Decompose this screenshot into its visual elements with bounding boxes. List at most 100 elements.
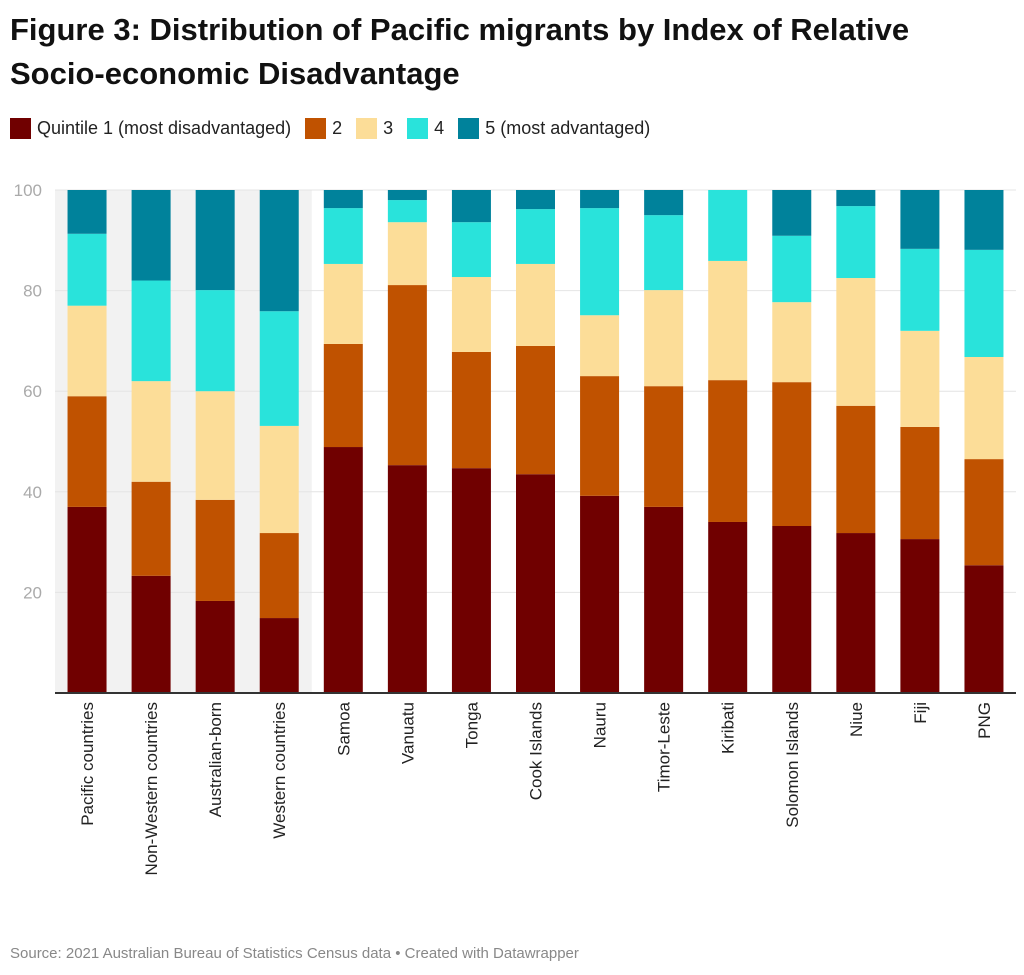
bar-segment: [387, 190, 427, 201]
x-tick-label: Pacific countries: [78, 702, 97, 826]
legend-swatch: [458, 118, 480, 139]
legend: Quintile 1 (most disadvantaged) 2 3 4 5 (mos…: [10, 118, 650, 139]
bar-segment: [836, 206, 876, 279]
bar-segment: [708, 521, 748, 693]
bar-segment: [644, 506, 684, 693]
x-tick-label: Kiribati: [719, 702, 738, 754]
x-tick-label: Nauru: [591, 702, 610, 748]
legend-swatch: [356, 118, 378, 139]
legend-label: 3: [383, 118, 394, 138]
bar-segment: [131, 575, 171, 693]
bar-segment: [451, 277, 491, 352]
bar-segment: [836, 190, 876, 207]
legend-label: Quintile 1 (most disadvantaged): [37, 118, 292, 138]
bar-segment: [451, 190, 491, 223]
bar-segment: [900, 426, 940, 540]
x-tick-label: Solomon Islands: [783, 702, 802, 828]
bar-segment: [387, 200, 427, 223]
bar-segment: [580, 190, 620, 209]
x-tick-label: Niue: [847, 702, 866, 737]
bar-segment: [451, 351, 491, 469]
bar-segment: [836, 278, 876, 406]
x-tick-label: Fiji: [911, 702, 930, 724]
bar-segment: [964, 249, 1004, 357]
x-tick-label: Australian-born: [206, 702, 225, 817]
bar-segment: [195, 499, 235, 601]
bar-segment: [708, 380, 748, 522]
bar-segment: [67, 396, 107, 507]
bar-segment: [67, 305, 107, 397]
bar-segment: [772, 235, 812, 303]
bar-segment: [580, 376, 620, 496]
legend-item: 5 (most advantaged): [458, 118, 650, 139]
bar-segment: [323, 208, 363, 264]
bar-segment: [387, 285, 427, 466]
legend-item: Quintile 1 (most disadvantaged): [10, 118, 291, 139]
bar-segment: [772, 302, 812, 383]
bar-segment: [516, 474, 555, 693]
bar-segment: [259, 618, 299, 693]
legend-swatch: [10, 118, 31, 139]
bar-segment: [580, 495, 620, 693]
x-tick-label: Non-Western countries: [142, 702, 161, 876]
bar-segment: [67, 190, 107, 234]
bar-segment: [131, 280, 171, 382]
bar-segment: [964, 565, 1004, 693]
bar-segment: [195, 391, 235, 500]
bar-segment: [964, 356, 1004, 460]
legend-item: 3: [356, 118, 393, 139]
source-note: Source: 2021 Australian Bureau of Statis…: [10, 945, 579, 962]
y-tick-label: 80: [23, 282, 42, 301]
bar-segment: [900, 190, 940, 249]
legend-label: 2: [332, 118, 343, 138]
y-tick-label: 60: [23, 382, 42, 401]
bar-segment: [195, 290, 235, 392]
bar-segment: [131, 190, 171, 281]
y-tick-label: 100: [14, 181, 42, 200]
bar-segment: [67, 233, 107, 306]
chart-title: Figure 3: Distribution of Pacific migran…: [10, 12, 910, 91]
x-tick-label: Vanuatu: [398, 702, 417, 764]
bar-segment: [708, 190, 748, 261]
bar-segment: [708, 260, 748, 381]
bar-segment: [323, 190, 363, 209]
bar-segment: [644, 386, 684, 507]
bar-segment: [259, 425, 299, 534]
x-tick-label: Cook Islands: [527, 702, 546, 800]
bar-segment: [772, 190, 812, 236]
bar-segment: [644, 190, 684, 216]
bar-segment: [259, 311, 299, 426]
bar-segment: [580, 208, 620, 316]
bar-segment: [323, 263, 363, 344]
bar-segment: [836, 405, 876, 534]
bar-segment: [323, 447, 363, 693]
y-tick-label: 20: [23, 583, 42, 602]
bar-segment: [451, 468, 491, 693]
bar-segment: [259, 190, 299, 312]
bar-segment: [772, 382, 812, 527]
bar-segment: [644, 215, 684, 291]
bar-segment: [516, 209, 555, 264]
bar-segment: [451, 222, 491, 278]
bar-segment: [900, 539, 940, 693]
legend-label: 5 (most advantaged): [485, 118, 651, 138]
legend-swatch: [305, 118, 327, 139]
bar-segment: [195, 600, 235, 693]
x-tick-label: Timor-Leste: [655, 702, 674, 792]
bar-segment: [836, 533, 876, 693]
bar-segment: [964, 459, 1004, 566]
bar-segment: [900, 248, 940, 331]
bar-segment: [964, 190, 1004, 250]
bar-segment: [323, 343, 363, 448]
bar-segment: [387, 222, 427, 286]
legend-item: 2: [305, 118, 342, 139]
bar-segment: [516, 263, 555, 346]
bar-segment: [387, 465, 427, 693]
legend-label: 4: [434, 118, 445, 138]
bar-segment: [516, 190, 555, 210]
x-tick-label: Western countries: [270, 702, 289, 839]
bar-segment: [195, 190, 235, 291]
x-tick-label: PNG: [975, 702, 994, 739]
legend-item: 4: [407, 118, 444, 139]
